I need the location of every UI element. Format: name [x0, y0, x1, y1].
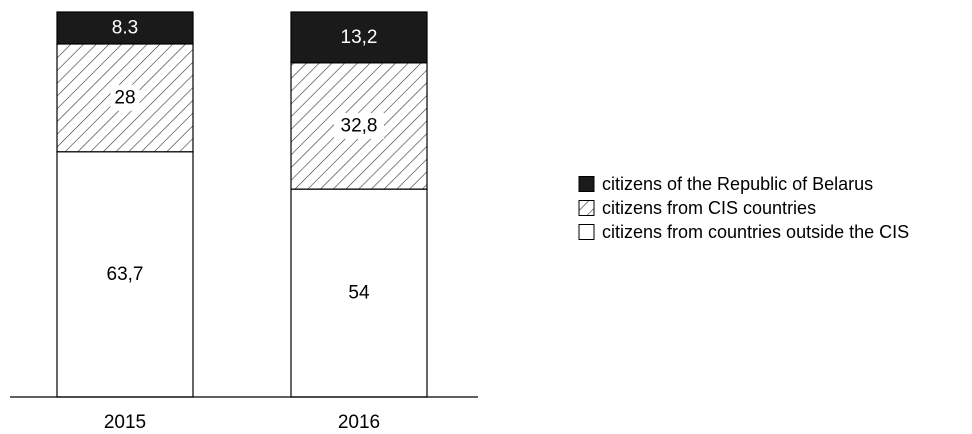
legend: citizens of the Republic of Belarus citiz… — [578, 174, 909, 242]
bar-2015-series-0 — [56, 151, 194, 398]
x-tick-label: 2015 — [104, 412, 146, 433]
bar-2015-series-2 — [56, 11, 194, 45]
bar-2016-series-0 — [290, 188, 428, 398]
data-label: 28 — [114, 87, 135, 108]
legend-swatch — [578, 176, 595, 192]
data-label: 32,8 — [341, 115, 378, 136]
legend-label: citizens from CIS countries — [602, 198, 816, 218]
data-label: 13,2 — [341, 27, 378, 48]
x-tick-label: 2016 — [338, 412, 380, 433]
bar-2016-series-2 — [290, 11, 428, 64]
data-label: 54 — [348, 283, 370, 304]
data-label-bg — [110, 84, 140, 111]
data-label: 63,7 — [107, 264, 144, 285]
data-label-bg — [334, 112, 384, 139]
data-label: 8.3 — [112, 17, 138, 38]
legend-label: citizens of the Republic of Belarus — [602, 174, 873, 194]
legend-swatch — [578, 224, 595, 240]
legend-label: citizens from countries outside the CIS — [602, 222, 909, 242]
legend-swatch — [578, 200, 595, 216]
